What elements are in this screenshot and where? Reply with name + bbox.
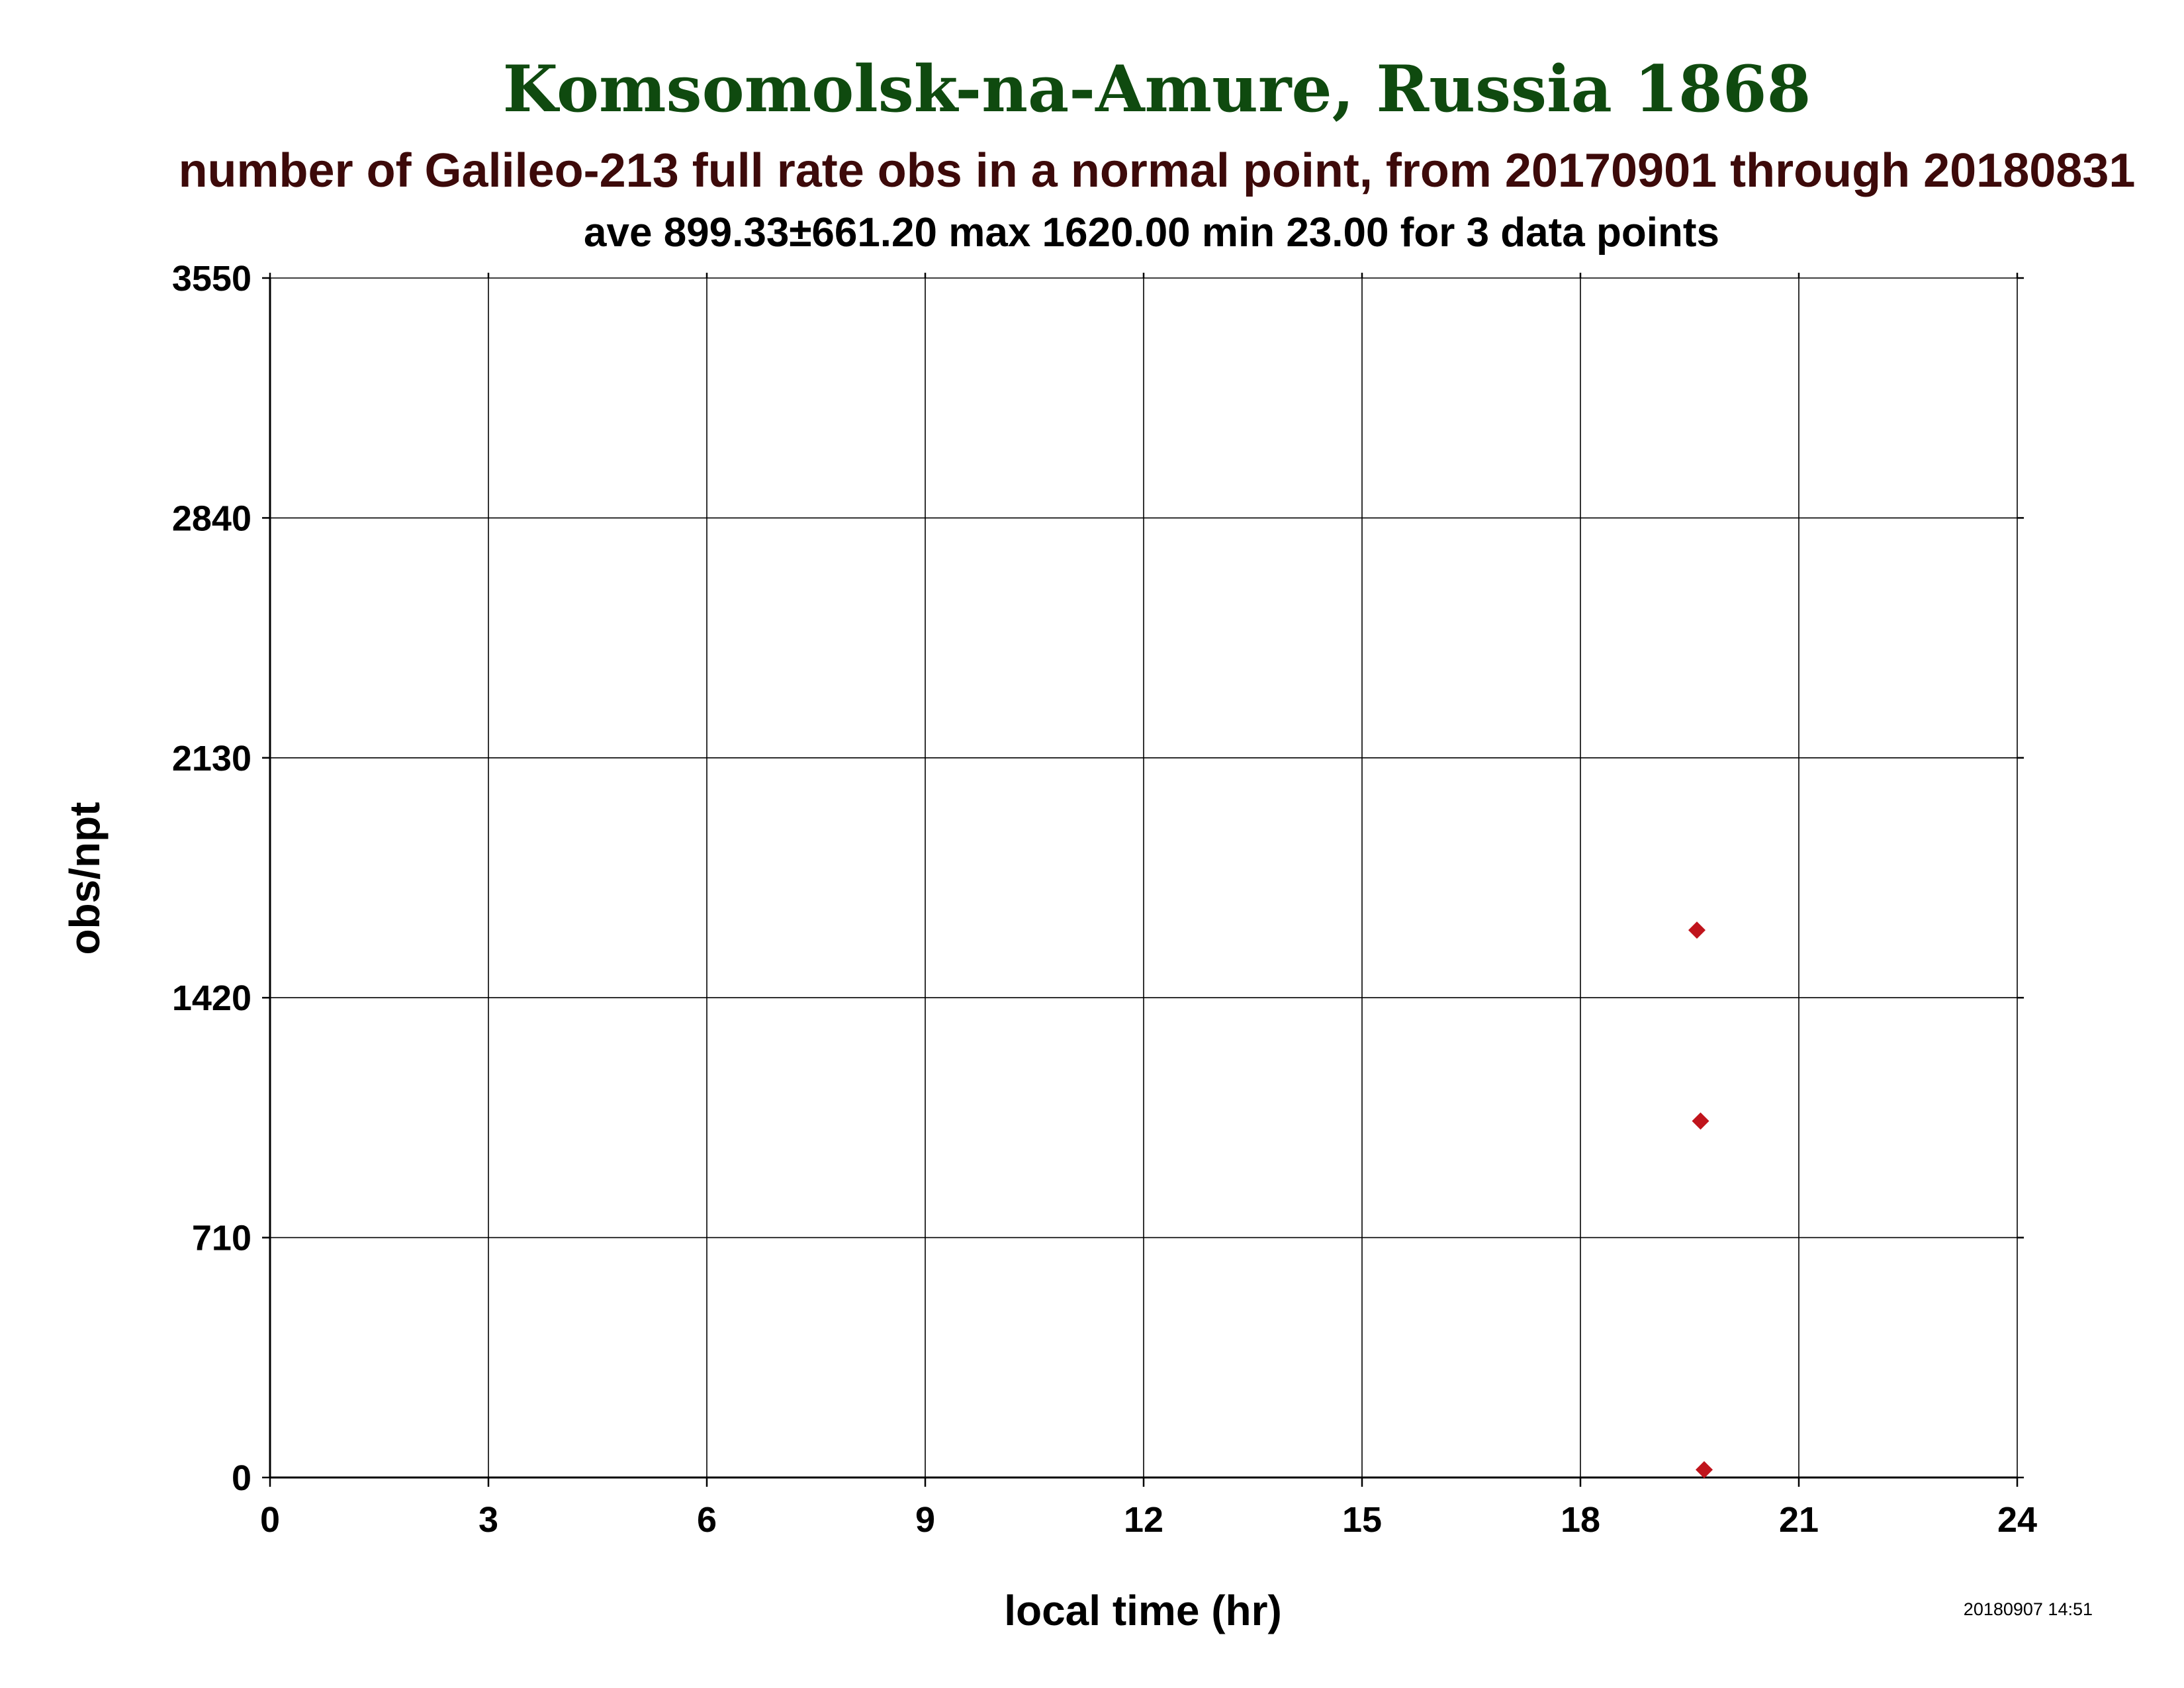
y-axis-label: obs/npt — [61, 802, 109, 955]
y-tick-label: 3550 — [172, 259, 251, 299]
data-point — [1696, 1461, 1713, 1479]
chart-stats: ave 899.33±661.20 max 1620.00 min 23.00 … — [584, 210, 1719, 256]
x-tick-label: 21 — [1779, 1500, 1819, 1540]
x-tick-label: 12 — [1124, 1500, 1163, 1540]
chart-title: Komsomolsk-na-Amure, Russia 1868 — [503, 52, 1811, 126]
data-point — [1688, 921, 1706, 939]
y-tick-label: 0 — [232, 1458, 251, 1498]
y-tick-label: 1420 — [172, 978, 251, 1018]
x-tick-label: 15 — [1342, 1500, 1382, 1540]
x-tick-label: 24 — [1997, 1500, 2037, 1540]
x-tick-label: 6 — [697, 1500, 717, 1540]
x-tick-label: 9 — [915, 1500, 935, 1540]
x-tick-label: 3 — [478, 1500, 498, 1540]
timestamp: 20180907 14:51 — [1964, 1599, 2093, 1619]
x-tick-label: 0 — [260, 1500, 280, 1540]
x-tick-label: 18 — [1561, 1500, 1600, 1540]
y-tick-label: 2840 — [172, 498, 251, 538]
y-tick-label: 710 — [192, 1219, 251, 1258]
plot-area: 0 3 6 9 12 15 18 21 24 0 710 1420 2130 2840 3550 — [172, 259, 2037, 1540]
chart-subtitle: number of Galileo-213 full rate obs in a… — [179, 144, 2136, 197]
data-point — [1692, 1112, 1709, 1130]
y-tick-label: 2130 — [172, 739, 251, 778]
x-axis-label: local time (hr) — [1004, 1587, 1282, 1634]
